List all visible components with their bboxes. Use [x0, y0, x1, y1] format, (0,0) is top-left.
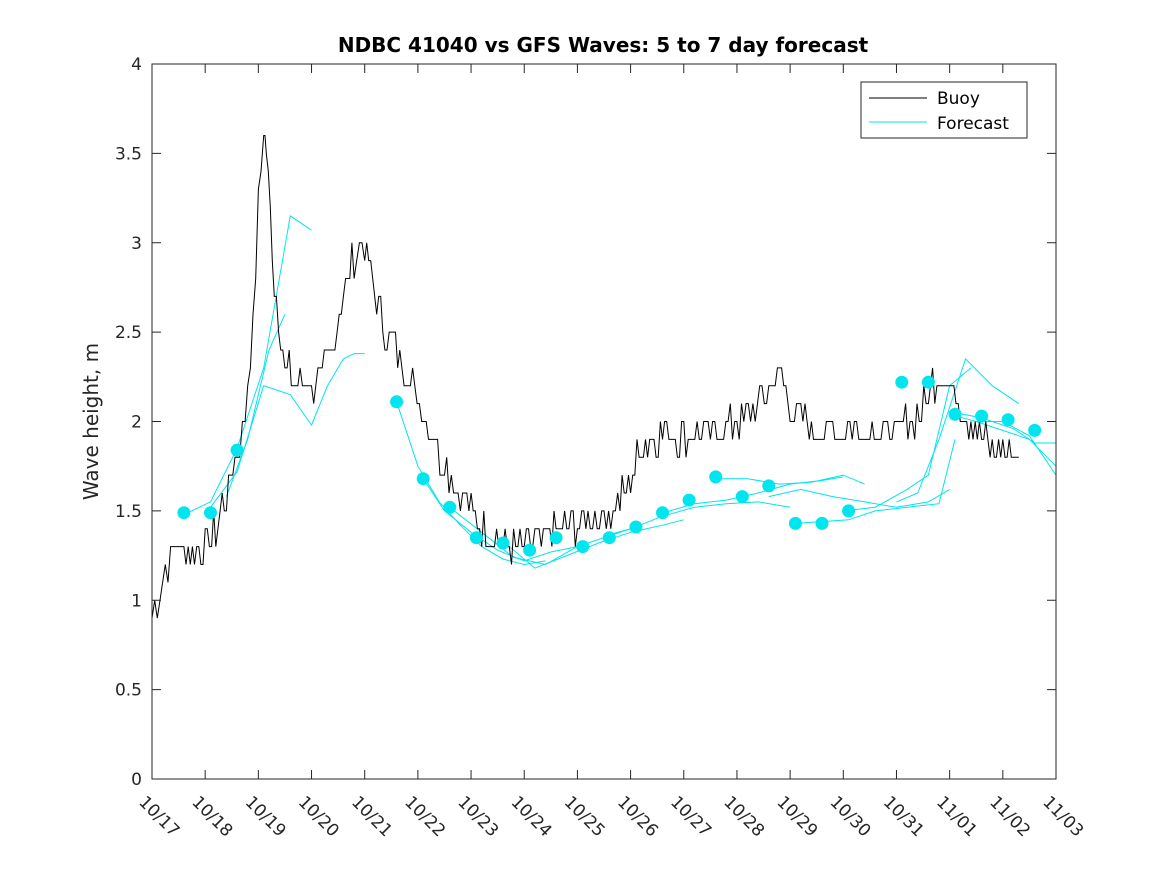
x-tick-label: 10/25	[560, 792, 609, 841]
buoy-line	[151, 135, 1019, 619]
forecast-point	[656, 506, 669, 520]
y-tick-label: 3.5	[115, 144, 142, 164]
y-tick-label: 0	[131, 770, 142, 790]
forecast-point	[204, 506, 217, 520]
legend: Buoy Forecast	[860, 81, 1028, 139]
x-tick-label: 11/03	[1038, 792, 1087, 841]
forecast-point	[709, 470, 723, 484]
x-tick-label: 10/28	[719, 792, 768, 841]
forecast-line-3	[225, 314, 286, 497]
x-tick-label: 10/22	[400, 792, 449, 841]
forecast-point	[523, 543, 537, 557]
forecast-point	[469, 531, 483, 545]
forecast-point	[177, 506, 191, 520]
x-tick-label: 10/21	[347, 792, 396, 841]
forecast-point	[788, 516, 802, 530]
y-tick-label: 3	[131, 234, 142, 254]
x-tick-label: 10/31	[879, 792, 928, 841]
forecast-point	[815, 516, 829, 530]
forecast-point	[842, 504, 856, 518]
forecast-point	[1001, 413, 1015, 427]
forecast-line-4	[327, 353, 365, 386]
y-tick-label: 0.5	[115, 681, 142, 701]
x-tick-label: 11/01	[932, 792, 981, 841]
forecast-line-8	[502, 519, 684, 569]
forecast-point	[549, 531, 563, 545]
forecast-point	[416, 472, 430, 486]
forecast-point	[230, 443, 244, 457]
y-tick-label: 1.5	[115, 502, 142, 522]
forecast-point	[390, 395, 404, 409]
y-tick-label: 1	[131, 591, 142, 611]
forecast-line-1	[183, 215, 312, 515]
x-tick-label: 10/23	[454, 792, 503, 841]
forecast-line-12	[768, 488, 950, 508]
forecast-point	[496, 536, 510, 550]
forecast-line-11	[715, 474, 865, 485]
forecast-point	[682, 493, 696, 507]
forecast-line-2	[210, 385, 328, 508]
x-tick-label: 10/26	[613, 792, 662, 841]
forecast-line-17	[954, 412, 1056, 444]
x-tick-label: 11/02	[985, 792, 1034, 841]
x-tick-label: 10/29	[773, 792, 822, 841]
forecast-line-15	[896, 357, 1020, 503]
forecast-line-14	[843, 367, 972, 512]
x-tick-label: 10/17	[134, 792, 183, 841]
forecast-points	[177, 375, 1042, 557]
forecast-point	[948, 407, 962, 421]
x-tick-label: 10/18	[188, 792, 237, 841]
forecast-point	[629, 520, 643, 534]
legend-buoy-label: Buoy	[937, 89, 980, 109]
plot-frame	[152, 64, 1056, 779]
plot-area: 10/17 10/18 10/19 10/20 10/21 10/22 10/23 10/24…	[115, 55, 1087, 841]
y-axis-label: Wave height, m	[79, 343, 103, 500]
forecast-point	[762, 479, 776, 493]
forecast-point	[921, 375, 935, 389]
y-tick-label: 2.5	[115, 323, 142, 343]
x-tick-label: 10/24	[507, 792, 556, 841]
forecast-point	[602, 531, 616, 545]
forecast-point	[975, 409, 989, 423]
y-axis: 0 0.5 1 1.5 2 2.5 3 3.5 4	[115, 55, 1056, 790]
x-tick-label: 10/30	[826, 792, 875, 841]
x-tick-label: 10/19	[241, 792, 290, 841]
forecast-point	[1028, 423, 1042, 437]
forecast-point	[895, 375, 909, 389]
legend-forecast-label: Forecast	[937, 114, 1009, 134]
x-tick-label: 10/27	[666, 792, 715, 841]
x-tick-label: 10/20	[294, 792, 343, 841]
y-tick-label: 4	[131, 55, 142, 75]
forecast-point	[443, 500, 457, 514]
chart-title: NDBC 41040 vs GFS Waves: 5 to 7 day fore…	[338, 33, 869, 57]
y-tick-label: 2	[131, 413, 142, 433]
legend-box	[860, 81, 1028, 139]
forecast-point	[735, 490, 749, 504]
forecast-line-18	[976, 421, 1057, 476]
forecast-point	[576, 540, 590, 554]
buoy-series	[151, 135, 1019, 619]
